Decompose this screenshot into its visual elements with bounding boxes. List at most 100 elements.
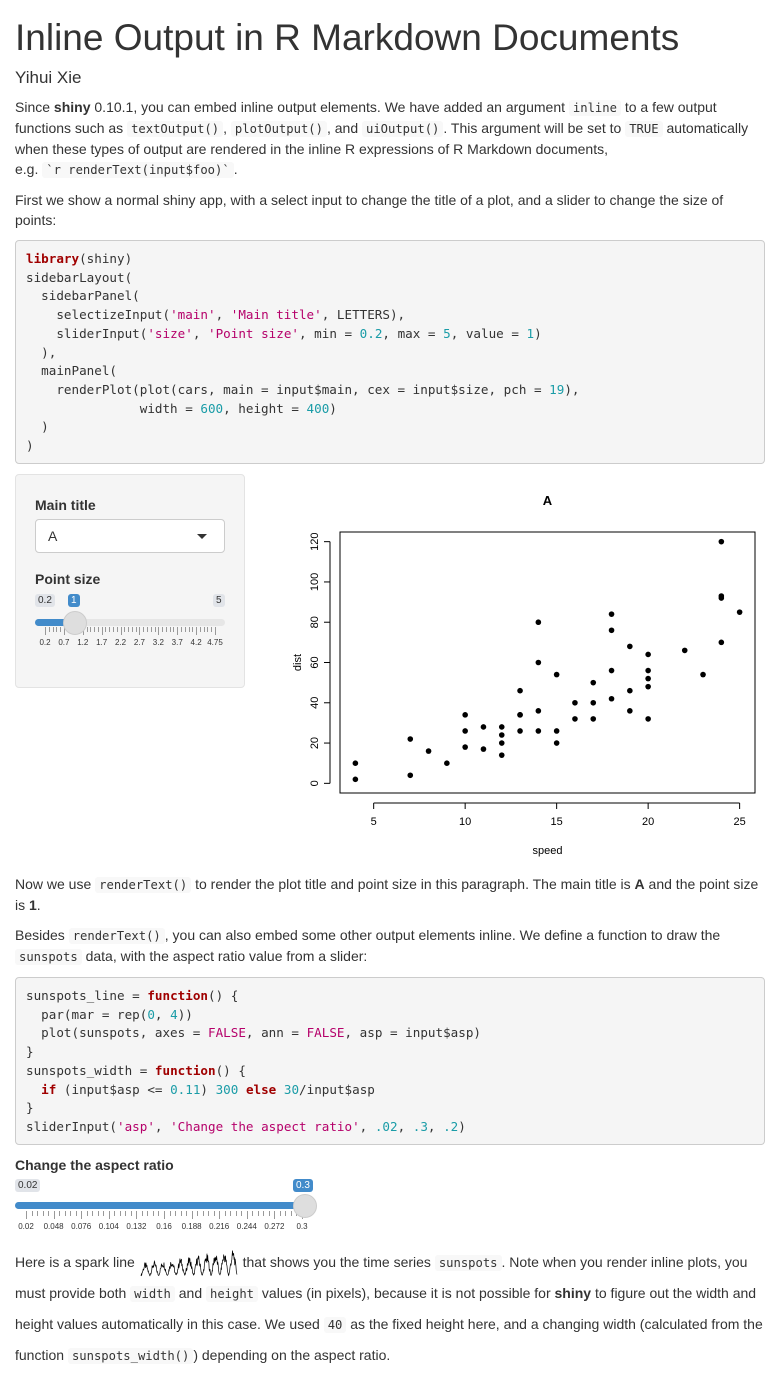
slider-tick xyxy=(53,1211,55,1219)
sparkline-path xyxy=(140,1250,238,1277)
author: Yihui Xie xyxy=(15,68,82,87)
data-point xyxy=(627,708,633,714)
slider-tick xyxy=(124,627,126,632)
data-point xyxy=(718,593,725,599)
inline-code: uiOutput() xyxy=(362,121,444,137)
slider-tick xyxy=(169,1211,171,1216)
slider-tick xyxy=(42,1211,44,1216)
code-token: sidebarPanel( xyxy=(26,288,140,304)
slider-tick xyxy=(52,627,54,632)
code-token-str: 'Change the aspect ratio' xyxy=(170,1118,360,1134)
code-token-num: 300 xyxy=(215,1081,239,1097)
shiny-app: Main title A Point size 0.2 5 1 0.2 0.7 1.… xyxy=(15,474,765,874)
slider-tick xyxy=(86,627,88,632)
y-tick-label: 20 xyxy=(309,737,321,749)
code-token-num: 1 xyxy=(526,325,535,341)
data-point xyxy=(498,724,505,730)
code-token: mainPanel( xyxy=(26,363,117,379)
slider-tick xyxy=(101,627,103,635)
data-point xyxy=(645,683,651,690)
code-token-num: .02 xyxy=(374,1118,398,1134)
slider-tick xyxy=(165,627,167,632)
x-axis-label: speed xyxy=(533,845,563,857)
code-token: plot(sunspots, axes = xyxy=(26,1025,208,1041)
x-tick-label: 5 xyxy=(371,816,377,828)
slider-tick-label: 0.216 xyxy=(209,1222,230,1231)
code-token-str: 'asp' xyxy=(117,1118,155,1134)
slider-tick xyxy=(224,1211,226,1216)
slider-tick xyxy=(108,1211,110,1219)
code-token-num: 600 xyxy=(200,400,224,416)
data-point xyxy=(590,679,597,686)
slider-tick-label: 1.2 xyxy=(77,638,89,647)
code-token: ) xyxy=(26,438,34,454)
plot-title: A xyxy=(543,493,553,508)
asp-slider-handle[interactable] xyxy=(293,1194,317,1218)
data-point xyxy=(572,699,578,706)
slider-tick xyxy=(109,627,111,632)
page-title: Inline Output in R Markdown Documents xyxy=(15,17,680,58)
slider-tick xyxy=(290,1211,292,1216)
slider-tick xyxy=(64,1211,66,1216)
main-title-select[interactable]: A xyxy=(35,519,225,553)
slider-track[interactable] xyxy=(35,619,225,626)
slider-tick xyxy=(105,627,107,632)
plot-frame xyxy=(339,531,756,794)
code-token: ) xyxy=(200,1081,216,1097)
select-label: Main title xyxy=(35,497,96,513)
inline-code: TRUE xyxy=(625,121,663,137)
slider-handle[interactable] xyxy=(63,611,87,635)
slider-tick-label: 0.188 xyxy=(181,1222,202,1231)
text: Since xyxy=(15,99,54,115)
slider-tick-label: 4.75 xyxy=(207,638,223,647)
text: Now we use xyxy=(15,876,96,892)
slider-tick xyxy=(103,1211,105,1216)
code-token-kw: function xyxy=(147,988,208,1003)
text: , xyxy=(223,120,231,136)
slider-tick xyxy=(186,1211,188,1216)
slider-tick xyxy=(135,627,137,632)
slider-tick xyxy=(92,1211,94,1216)
code-token: ) xyxy=(329,400,337,416)
data-point xyxy=(407,772,414,779)
slider-value-badge: 1 xyxy=(68,594,80,607)
code-token: )) xyxy=(177,1006,193,1022)
slider-tick xyxy=(257,1211,259,1216)
slider-tick-label: 0.244 xyxy=(236,1222,257,1231)
code-token: , xyxy=(359,1118,375,1134)
slider-tick-label: 0.02 xyxy=(18,1222,34,1231)
y-tick-label: 80 xyxy=(309,616,321,628)
slider-tick xyxy=(208,1211,210,1216)
data-point xyxy=(627,687,633,694)
code-token: , max = xyxy=(382,325,444,341)
text: , you can also embed some other output e… xyxy=(164,927,721,943)
inline-code: `r renderText(input$foo)` xyxy=(42,162,234,178)
slider-tick xyxy=(136,1211,138,1219)
code-token: , xyxy=(397,1118,413,1134)
text: . This argument will be set to xyxy=(443,120,626,136)
code-token-str: 'size' xyxy=(147,325,193,341)
slider-tick xyxy=(128,627,130,632)
code-token-kw: library xyxy=(26,251,80,266)
inline-code: plotOutput() xyxy=(230,121,327,137)
data-point xyxy=(444,760,450,766)
slider-tick-label: 0.132 xyxy=(126,1222,147,1231)
slider-tick-label: 0.2 xyxy=(39,638,51,647)
data-point xyxy=(572,716,578,722)
slider-tick xyxy=(274,1211,276,1219)
data-point xyxy=(535,659,542,666)
inline-code: inline xyxy=(568,100,621,116)
asp-slider-label: Change the aspect ratio xyxy=(15,1157,174,1173)
data-point xyxy=(553,671,560,678)
code-token-cst: FALSE xyxy=(207,1025,246,1041)
slider-tick xyxy=(114,1211,116,1216)
data-point xyxy=(608,695,615,702)
slider-tick xyxy=(215,627,216,635)
code-token: , LETTERS), xyxy=(321,307,406,323)
inline-code: 40 xyxy=(323,1317,347,1334)
inline-code: height xyxy=(206,1286,259,1303)
y-tick-label: 100 xyxy=(309,573,321,591)
code-token: , min = xyxy=(299,325,360,341)
code-token: ) xyxy=(534,325,542,341)
text: Here is a spark line xyxy=(15,1254,139,1270)
